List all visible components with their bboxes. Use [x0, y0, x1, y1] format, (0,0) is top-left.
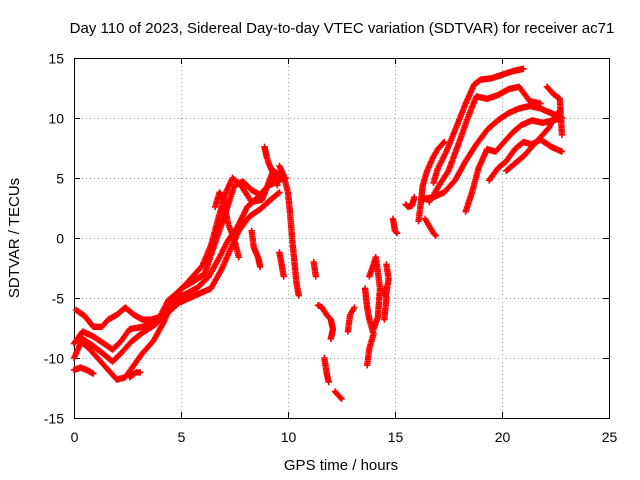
series-track-22 [402, 194, 418, 210]
axis-ticks: 0 5 10 15 20 25 -15 -10 -5 0 5 10 15 [44, 51, 618, 446]
series-track-10 [276, 249, 287, 280]
series-track-29 [486, 136, 566, 184]
y-axis-label: SDTVAR / TECUs [6, 178, 23, 298]
point-marks [426, 83, 544, 206]
series-track-27 [417, 102, 566, 203]
x-tick-label: 5 [178, 429, 186, 445]
series-track-9 [261, 143, 281, 189]
series-track-15 [331, 388, 345, 402]
series-track-13 [314, 302, 337, 342]
point-marks [212, 189, 242, 261]
series-track-30 [503, 107, 563, 174]
y-tick-label: -10 [44, 351, 64, 367]
point-marks [321, 354, 332, 386]
point-marks [314, 302, 337, 342]
point-marks [276, 249, 287, 280]
series-track-25 [430, 65, 527, 186]
series-track-5 [70, 364, 97, 377]
point-marks [70, 189, 283, 365]
point-marks [248, 227, 264, 270]
series-track-8 [248, 227, 264, 270]
series-track-11 [276, 162, 302, 299]
y-tick-label: 0 [56, 231, 64, 247]
point-marks [503, 107, 563, 174]
series-track-14 [321, 354, 332, 386]
point-marks [72, 167, 285, 330]
x-tick-label: 10 [281, 429, 297, 445]
point-marks [543, 83, 566, 138]
point-marks [331, 388, 345, 402]
series-track-21 [389, 215, 401, 237]
point-marks [402, 194, 418, 210]
x-tick-label: 15 [388, 429, 404, 445]
point-marks [77, 174, 290, 383]
x-tick-label: 0 [71, 429, 79, 445]
series-track-26 [426, 83, 544, 206]
point-marks [486, 136, 566, 184]
point-marks [366, 254, 384, 333]
y-tick-label: 15 [48, 51, 64, 67]
point-marks [421, 215, 439, 239]
y-tick-label: 5 [56, 171, 64, 187]
y-tick-label: -15 [44, 411, 64, 427]
point-marks [344, 304, 358, 335]
series-track-12 [310, 258, 319, 280]
point-marks [261, 143, 281, 189]
point-marks [276, 162, 302, 299]
series-track-4 [72, 167, 285, 330]
series-track-24 [421, 215, 439, 239]
series-track-3 [77, 174, 290, 383]
point-marks [389, 215, 401, 237]
y-tick-label: -5 [52, 291, 65, 307]
series-track-2 [70, 189, 283, 365]
point-marks [430, 65, 527, 186]
point-marks [310, 258, 319, 280]
point-marks [126, 369, 144, 381]
data-points [70, 65, 566, 402]
point-marks [383, 261, 392, 297]
x-axis-label: GPS time / hours [284, 457, 398, 474]
chart-title: Day 110 of 2023, Sidereal Day-to-day VTE… [70, 20, 615, 37]
series-track-31 [543, 83, 566, 138]
y-tick-label: 10 [48, 111, 64, 127]
series-track-18 [366, 254, 384, 333]
series-track-7 [212, 189, 242, 261]
series-track-17 [361, 285, 377, 369]
x-tick-label: 20 [495, 429, 511, 445]
series-track-6 [126, 369, 144, 381]
series-track-16 [344, 304, 358, 335]
point-marks [70, 364, 97, 377]
x-tick-label: 25 [602, 429, 618, 445]
point-marks [417, 102, 566, 203]
point-marks [361, 285, 377, 369]
plot-frame [74, 58, 610, 419]
gridlines [74, 58, 609, 418]
series-track-20 [383, 261, 392, 297]
